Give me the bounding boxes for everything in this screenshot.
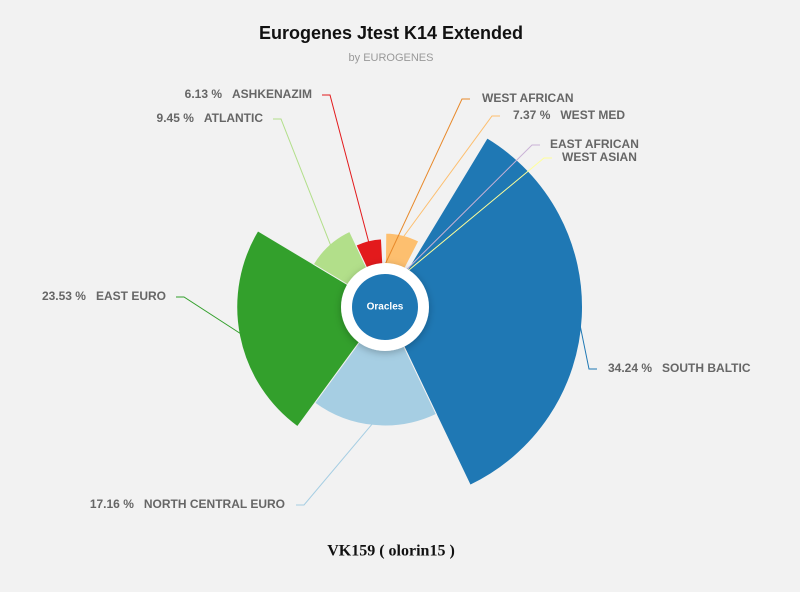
slice bbox=[384, 137, 583, 486]
category-label: WEST MED bbox=[560, 108, 625, 122]
category-label: ATLANTIC bbox=[204, 111, 263, 125]
slice bbox=[236, 230, 386, 428]
leader-line bbox=[383, 98, 470, 267]
leader-line bbox=[176, 296, 244, 337]
category-label: EAST EURO bbox=[96, 289, 166, 303]
value-label: 6.13 % bbox=[185, 87, 223, 101]
category-label: WEST ASIAN bbox=[562, 150, 637, 164]
footer: VK159 ( olorin15 ) bbox=[327, 543, 455, 560]
value-label: 23.53 % bbox=[42, 289, 86, 303]
category-label: EAST AFRICAN bbox=[550, 137, 639, 151]
leader-line bbox=[401, 115, 500, 240]
slice-label: WEST AFRICAN bbox=[482, 91, 574, 105]
category-label: SOUTH BALTIC bbox=[662, 361, 751, 375]
leader-line bbox=[296, 421, 375, 506]
slice-label: 6.13 % ASHKENAZIM bbox=[185, 87, 312, 101]
slice-label: 9.45 % ATLANTIC bbox=[157, 111, 264, 125]
slice-label: WEST ASIAN bbox=[562, 150, 637, 164]
value-label: 34.24 % bbox=[608, 361, 652, 375]
value-label: 17.16 % bbox=[90, 497, 134, 511]
value-label: 9.45 % bbox=[157, 111, 195, 125]
slice-label: 17.16 % NORTH CENTRAL EURO bbox=[90, 497, 285, 511]
slice bbox=[314, 306, 438, 427]
slice-label: 34.24 % SOUTH BALTIC bbox=[608, 361, 751, 375]
category-label: NORTH CENTRAL EURO bbox=[144, 497, 285, 511]
labels: WEST AFRICAN 7.37 % WEST MED EAST AFRICANWE… bbox=[42, 87, 751, 511]
value-label: 7.37 % bbox=[513, 108, 551, 122]
leader-line bbox=[273, 118, 333, 249]
center-label: Oracles bbox=[367, 302, 404, 313]
slice-label: 23.53 % EAST EURO bbox=[42, 289, 166, 303]
center-disc bbox=[352, 274, 418, 340]
slice-label: 7.37 % WEST MED bbox=[513, 108, 625, 122]
slice-label: EAST AFRICAN bbox=[550, 137, 639, 151]
category-label: WEST AFRICAN bbox=[482, 91, 574, 105]
slices bbox=[236, 137, 583, 486]
leader-line bbox=[322, 94, 370, 245]
leader-line bbox=[404, 157, 552, 275]
category-label: ASHKENAZIM bbox=[232, 87, 312, 101]
leader-line bbox=[402, 144, 540, 274]
chart-title: Eurogenes Jtest K14 Extended bbox=[259, 23, 523, 43]
chart-subtitle: by EUROGENES bbox=[349, 52, 434, 64]
leader-line bbox=[577, 316, 597, 370]
